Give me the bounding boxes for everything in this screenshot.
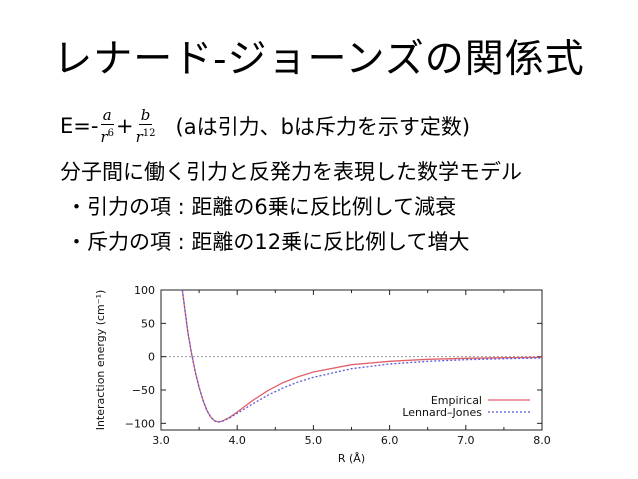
x-tick-label: 3.0 [152,434,170,447]
y-axis-label: Interaction energy (cm⁻¹) [94,290,107,431]
y-tick-label: −100 [125,417,155,430]
formula-line: E=- a r6 + b r12 (aは引力、bは斥力を示す定数) [60,103,470,149]
x-tick-label: 4.0 [228,434,246,447]
formula-prefix: E=- [60,114,99,138]
attraction-numerator: a [100,105,114,125]
formula-note: (aは引力、bは斥力を示す定数) [175,115,471,139]
formula-plus: + [116,114,134,138]
attraction-fraction: a r6 [100,105,114,146]
y-tick-label: −50 [132,384,155,397]
legend-label: Empirical [431,394,482,407]
y-tick-label: 50 [141,317,155,330]
x-axis-label: R (Å) [338,452,365,465]
x-tick-label: 6.0 [381,434,399,447]
plot-frame [160,289,543,431]
repulsion-denominator: r12 [135,127,156,146]
attraction-term-line: ・引力の項 : 距離の6乗に反比例して減衰 [66,195,457,219]
repulsion-numerator: b [138,105,153,125]
description-line: 分子間に働く引力と反発力を表現した数学モデル [60,160,522,184]
x-tick-label: 8.0 [533,434,551,447]
slide-title: レナード-ジョーンズの関係式 [53,37,585,82]
attraction-denominator: r6 [100,127,114,146]
series-line-empirical [181,290,542,423]
x-tick-label: 7.0 [457,434,475,447]
series-line-lennard-jones [181,290,542,423]
y-tick-label: 100 [134,284,155,297]
repulsion-fraction: b r12 [135,105,156,146]
repulsion-term-line: ・斥力の項 : 距離の12乗に反比例して増大 [66,230,470,254]
x-tick-label: 5.0 [305,434,323,447]
potential-chart: 3.0 4.0 5.0 6.0 7.0 8.0 100 50 0 −50 −100 R (Å) Inte… [94,284,551,465]
y-tick-label: 0 [148,351,155,364]
legend-label: Lennard–Jones [402,406,482,419]
